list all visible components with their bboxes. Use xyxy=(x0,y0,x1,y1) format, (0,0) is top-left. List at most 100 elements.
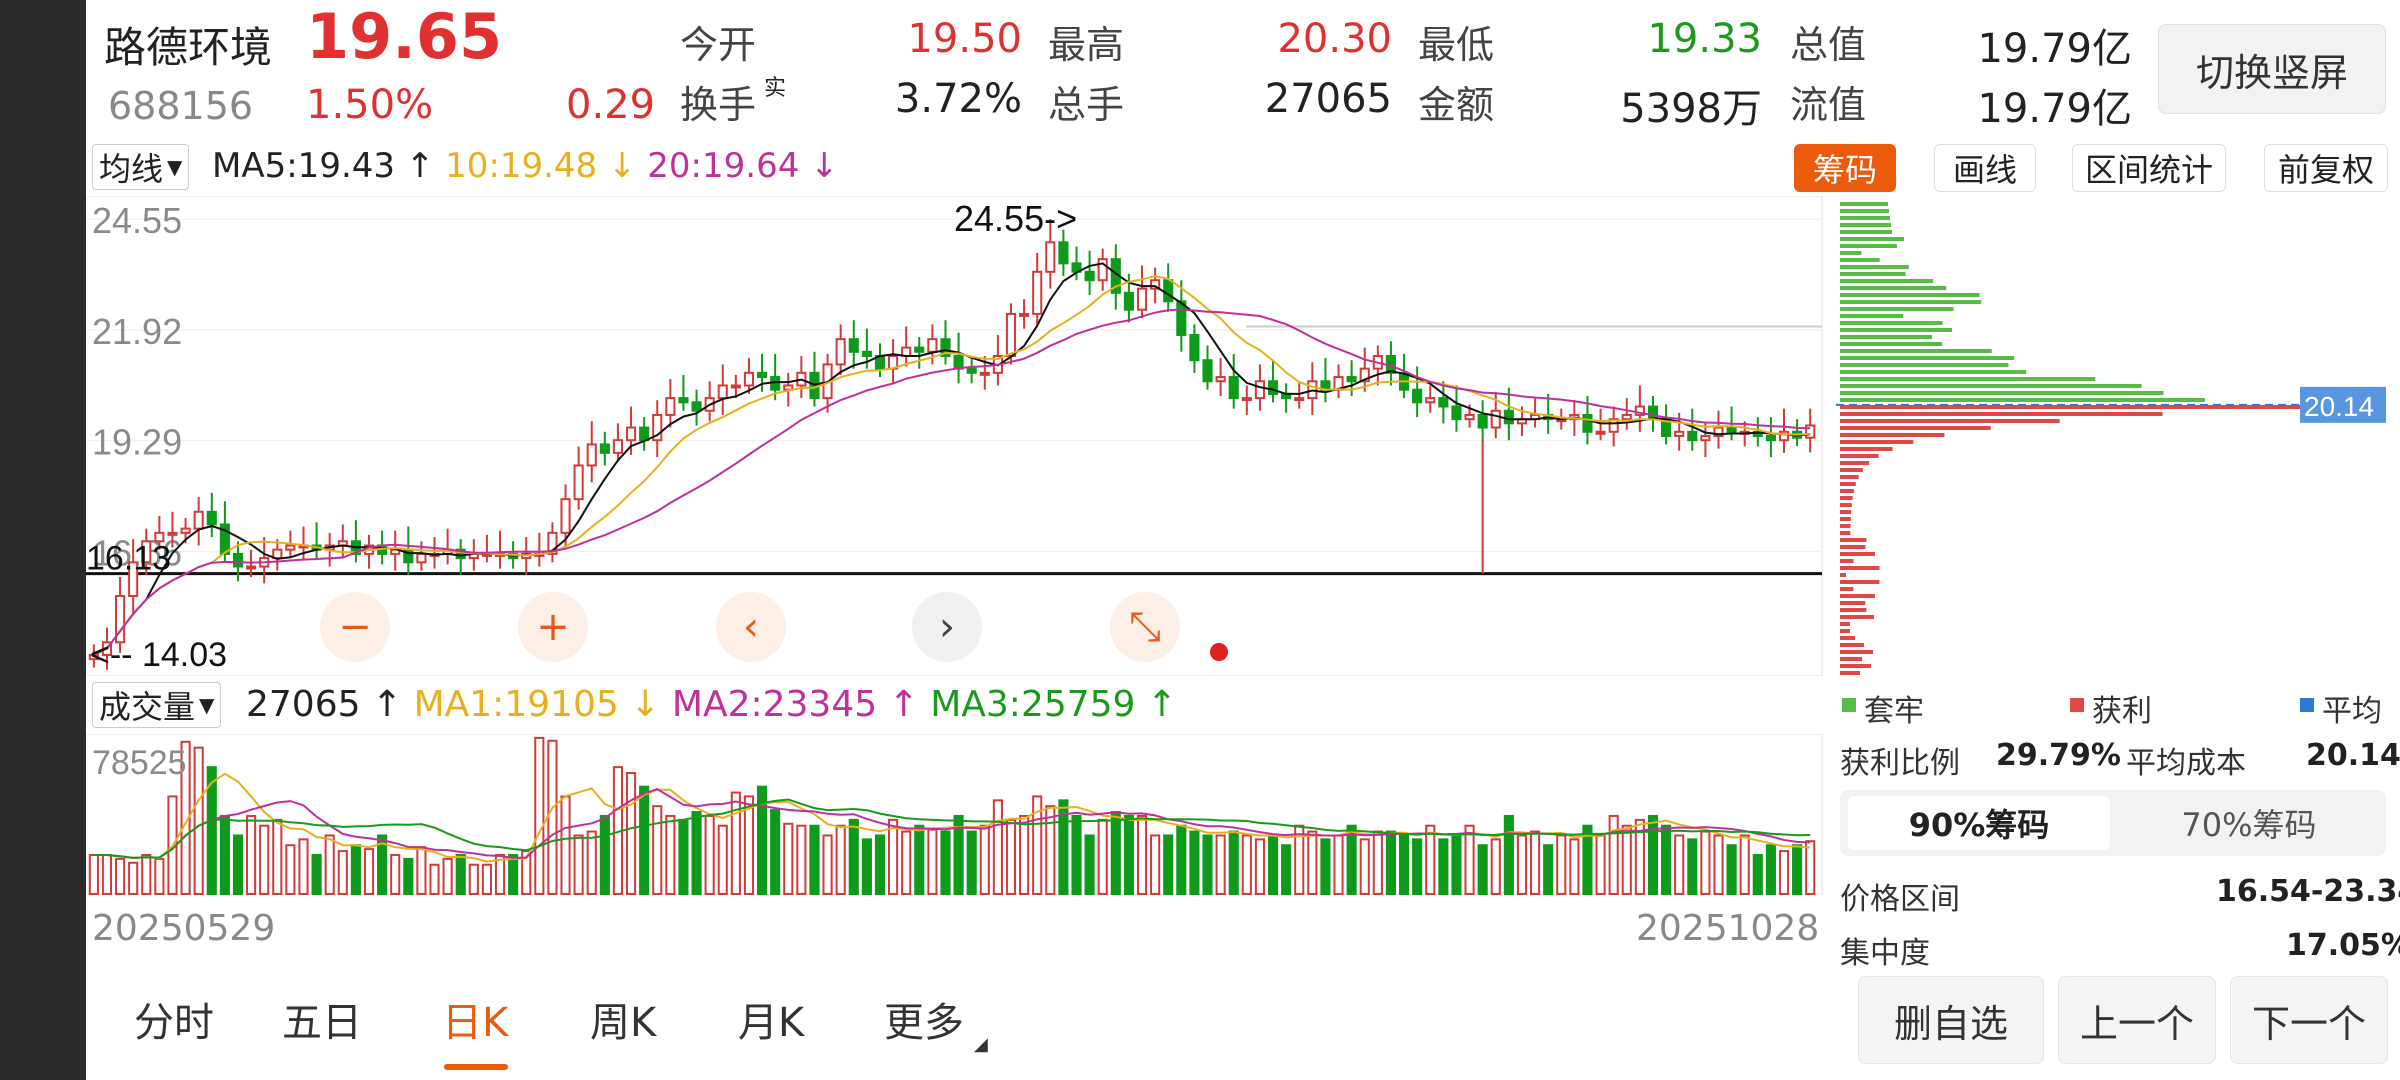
volume-bar xyxy=(534,736,545,896)
avg-cost-tag-label: 20.14 xyxy=(2304,391,2374,422)
volume-bar xyxy=(206,766,217,895)
chip-bar xyxy=(1840,384,2142,388)
chip-bar xyxy=(1840,594,1875,598)
volume-bar xyxy=(665,814,676,895)
period-tab-3[interactable]: 周K xyxy=(590,1000,657,1046)
ma20-line xyxy=(93,308,1811,656)
volume-bar xyxy=(1674,834,1685,896)
candle xyxy=(455,548,466,560)
quote-label: 总值 xyxy=(1790,23,1867,67)
plus-icon[interactable]: + xyxy=(518,592,588,662)
candle xyxy=(678,397,689,404)
candle xyxy=(1713,426,1724,438)
volume-bar xyxy=(783,822,794,895)
volume-bar xyxy=(1530,830,1541,895)
volume-bar xyxy=(1058,799,1069,895)
candle xyxy=(861,350,872,358)
chip-bar xyxy=(1840,307,1954,311)
candle xyxy=(1045,241,1056,273)
chip-bar xyxy=(1840,587,1854,591)
candle xyxy=(1254,380,1265,400)
volume-bar xyxy=(1372,830,1383,895)
volume-bar xyxy=(1543,844,1554,895)
volume-bar xyxy=(311,853,322,895)
remove-watchlist-button[interactable]: 删自选 xyxy=(1858,976,2044,1064)
tool-button-2[interactable]: 区间统计 xyxy=(2072,144,2226,192)
volume-bar xyxy=(835,824,846,895)
period-tab-2[interactable]: 日K xyxy=(442,1000,509,1046)
chip-bar xyxy=(1840,454,1879,458)
volume-bar xyxy=(416,846,427,895)
ma-select[interactable]: 均线 ▼ xyxy=(92,144,190,190)
tool-button-0[interactable]: 筹码 xyxy=(1794,144,1896,192)
candle xyxy=(193,510,204,530)
chip-bar xyxy=(1840,209,1889,213)
chevron-right-icon[interactable]: › xyxy=(912,592,982,662)
profit-ratio-value: 29.79% xyxy=(1996,738,2121,773)
tool-button-1[interactable]: 画线 xyxy=(1934,144,2036,192)
volume-bar xyxy=(1307,830,1318,895)
tool-button-3[interactable]: 前复权 xyxy=(2264,144,2388,192)
chip-bar xyxy=(1840,321,1943,325)
candle xyxy=(1005,312,1017,357)
chip-bar xyxy=(1840,468,1863,472)
period-tab-4[interactable]: 月K xyxy=(738,1000,805,1046)
candle xyxy=(1477,413,1488,429)
chip-bar xyxy=(1840,286,1947,290)
chip-70-tab[interactable]: 70%筹码 xyxy=(2181,806,2317,844)
period-tab-0[interactable]: 分时 xyxy=(134,1000,214,1046)
candle xyxy=(1608,418,1619,433)
candle xyxy=(665,397,676,416)
chip-bar xyxy=(1840,230,1892,234)
chip-bar xyxy=(1840,573,1846,577)
volume-bar xyxy=(481,863,492,895)
candle xyxy=(547,531,558,555)
candle xyxy=(206,510,217,526)
chevron-left-icon[interactable]: ‹ xyxy=(716,592,786,662)
period-tab-5[interactable]: 更多 xyxy=(884,1000,964,1046)
previous-button[interactable]: 上一个 xyxy=(2058,976,2216,1064)
price-range-label: 价格区间 xyxy=(1840,882,1960,917)
chip-bar xyxy=(1840,503,1852,507)
switch-portrait-button[interactable]: 切换竖屏 xyxy=(2158,24,2386,114)
volume-bar xyxy=(1254,838,1265,895)
ma5-label: MA5:19.43 ↑ xyxy=(212,146,435,186)
price-tick-label: 21.92 xyxy=(92,311,182,352)
profit-ratio-label: 获利比例 xyxy=(1840,746,1960,781)
volume-ma-line xyxy=(93,772,1811,863)
candle xyxy=(88,653,99,661)
volume-bar xyxy=(599,814,610,895)
candle xyxy=(285,544,296,551)
volume-bar xyxy=(1713,834,1724,896)
candle xyxy=(1163,279,1174,303)
volume-select[interactable]: 成交量 ▼ xyxy=(92,682,222,728)
volume-bar xyxy=(363,848,375,895)
quote-sup: 实 xyxy=(764,76,787,101)
chip-bar xyxy=(1840,580,1880,584)
volume-bar xyxy=(259,824,270,895)
chip-90-tab[interactable]: 90%筹码 xyxy=(1848,796,2110,850)
volume-bar xyxy=(1608,814,1619,895)
candle xyxy=(927,338,938,353)
chip-bar xyxy=(1840,461,1870,465)
chip-bar xyxy=(1840,405,2316,409)
volume-bar xyxy=(101,853,113,895)
volume-bar xyxy=(1595,834,1606,896)
period-tab-1[interactable]: 五日 xyxy=(282,1000,362,1046)
next-button[interactable]: 下一个 xyxy=(2230,976,2388,1064)
minus-icon[interactable]: − xyxy=(320,592,390,662)
candle xyxy=(115,595,126,644)
candle xyxy=(180,527,191,534)
volume-bar xyxy=(927,828,938,895)
chip-bar xyxy=(1840,622,1851,626)
candle xyxy=(1778,430,1790,442)
volume-bar xyxy=(586,830,597,895)
candle xyxy=(730,384,741,389)
chip-bar xyxy=(1840,314,1904,318)
volume-bar xyxy=(1097,818,1108,895)
chip-bar xyxy=(1840,657,1862,661)
chip-distribution-chart: 20.14 xyxy=(1836,196,2386,676)
shrink-icon[interactable]: ⤡ xyxy=(1110,592,1180,662)
chip-bar xyxy=(1840,566,1880,570)
chip-bar xyxy=(1840,419,2060,423)
